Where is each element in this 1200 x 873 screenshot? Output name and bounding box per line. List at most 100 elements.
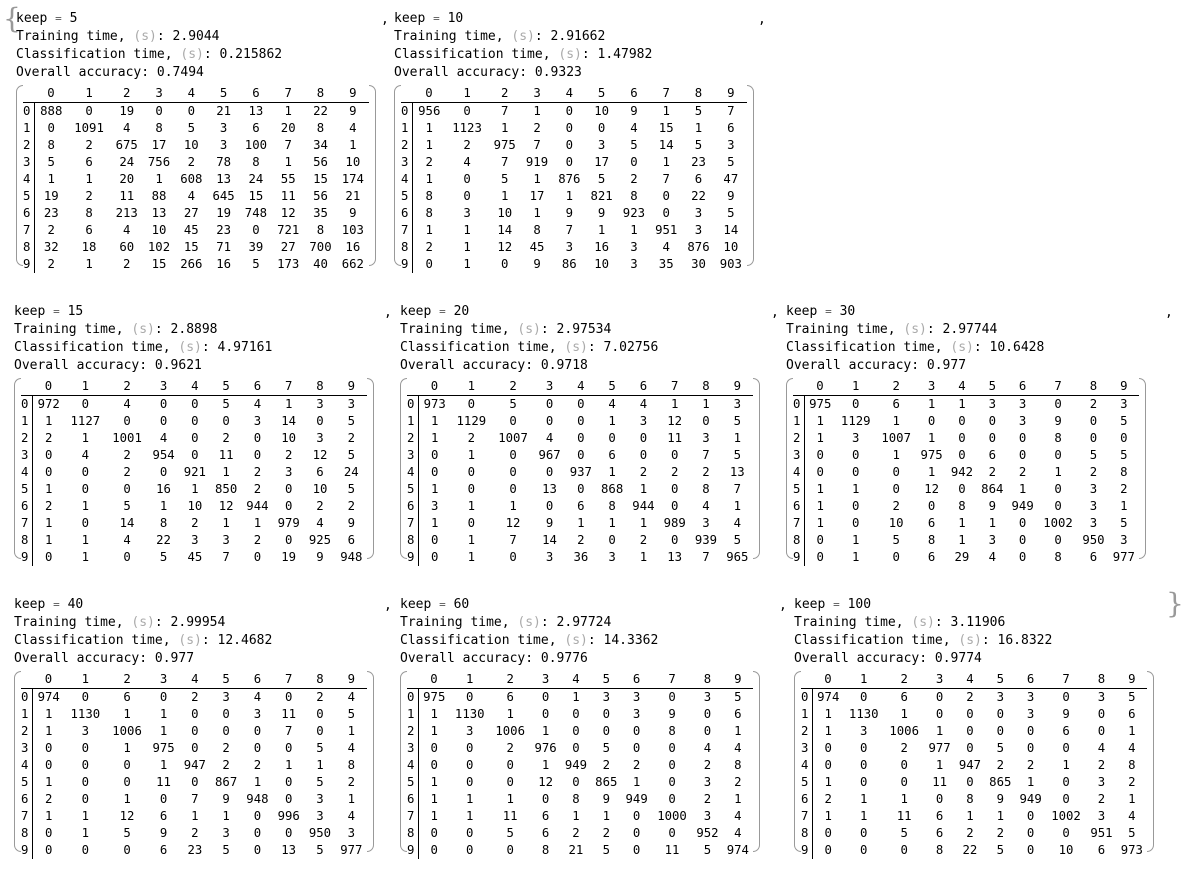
row-label: 7 xyxy=(407,515,419,532)
matrix-cell: 942 xyxy=(950,465,974,479)
matrix-cell: 35 xyxy=(313,206,328,220)
matrix-row: 3 0 0 1 975 0 2 0 0 5 4 xyxy=(21,740,367,757)
matrix-cell: 2 xyxy=(45,499,53,513)
matrix-cell: 11 xyxy=(119,189,135,203)
matrix-cell: 0 xyxy=(467,482,476,496)
matrix-cell: 0 xyxy=(632,826,641,840)
matrix-cell: 821 xyxy=(590,189,613,203)
column-header: 9 xyxy=(1116,671,1147,689)
matrix-cell: 1 xyxy=(159,707,168,721)
matrix-cell: 1 xyxy=(466,792,474,806)
matrix-cell: 0 xyxy=(430,826,438,840)
keep-line: keep = 100 xyxy=(794,596,1166,614)
matrix-cell: 2 xyxy=(253,482,262,496)
matrix-cell: 9 xyxy=(533,257,541,271)
matrix-cell: 2 xyxy=(347,431,355,445)
matrix-cell: 0 xyxy=(81,843,90,857)
matrix-cell: 2 xyxy=(533,121,541,135)
matrix-cell: 4 xyxy=(347,741,355,755)
matrix-cell: 865 xyxy=(595,775,618,789)
training-time-line: Training time, (s): 2.97724 xyxy=(400,614,772,632)
matrix-row: 3 5 6 24 756 2 78 8 1 56 10 xyxy=(23,154,369,171)
matrix-cell: 0 xyxy=(602,707,610,721)
column-header: 0 xyxy=(32,671,65,689)
row-label: 7 xyxy=(23,222,35,239)
matrix-cell: 0 xyxy=(824,843,832,857)
matrix-cell: 2 xyxy=(996,758,1004,772)
row-label: 0 xyxy=(793,395,805,413)
matrix-cell: 919 xyxy=(525,155,549,169)
training-time-value: 2.91662 xyxy=(550,29,606,44)
matrix-cell: 1 xyxy=(85,257,93,271)
matrix-cell: 0 xyxy=(632,843,641,857)
column-header: 2 xyxy=(489,671,531,689)
matrix-cell: 3 xyxy=(466,724,474,738)
matrix-cell: 1 xyxy=(935,758,944,772)
matrix-cell: 0 xyxy=(45,843,53,857)
matrix-cell: 10 xyxy=(1058,843,1074,857)
matrix-cell: 1 xyxy=(425,172,433,186)
matrix-row: 1 1 1127 0 0 0 0 3 14 0 5 xyxy=(21,413,367,430)
matrix-cell: 4 xyxy=(630,121,638,135)
matrix-cell: 0 xyxy=(191,741,199,755)
matrix-cell: 3 xyxy=(702,431,710,445)
matrix-cell: 0 xyxy=(632,724,641,738)
matrix-cell: 0 xyxy=(191,397,199,411)
matrix-cell: 5 xyxy=(694,138,703,152)
matrix-row: 8 32 18 60 102 15 71 39 27 700 16 xyxy=(23,239,369,256)
keep-line: keep = 60 xyxy=(400,596,772,614)
matrix-cell: 9 xyxy=(222,792,230,806)
result-panel: keep = 40 Training time, (s): 2.99954 Clas… xyxy=(14,596,386,859)
matrix-cell: 2 xyxy=(45,792,53,806)
matrix-cell: 88 xyxy=(151,189,167,203)
matrix-cell: 1 xyxy=(45,707,53,721)
matrix-cell: 0 xyxy=(222,414,230,428)
matrix-cell: 2 xyxy=(577,533,585,547)
matrix-cell: 5 xyxy=(1120,414,1128,428)
matrix-cell: 9 xyxy=(1054,414,1062,428)
matrix-cell: 1 xyxy=(816,482,824,496)
separator-comma: , xyxy=(758,12,766,27)
matrix-cell: 1 xyxy=(347,792,355,806)
column-header: 2 xyxy=(110,85,143,103)
separator-comma: , xyxy=(384,598,392,613)
matrix-cell: 3 xyxy=(1097,690,1106,704)
matrix-row: 0 972 0 4 0 0 5 4 1 3 3 xyxy=(21,395,367,413)
matrix-cell: 7 xyxy=(501,104,509,118)
matrix-cell: 5 xyxy=(733,414,741,428)
matrix-cell: 1 xyxy=(694,121,703,135)
accuracy-line: Overall accuracy: 0.977 xyxy=(14,650,386,668)
matrix-cell: 0 xyxy=(467,465,476,479)
matrix-cell: 2 xyxy=(123,257,131,271)
matrix-cell: 11 xyxy=(502,809,518,823)
matrix-cell: 16 xyxy=(156,482,171,496)
matrix-cell: 0 xyxy=(608,533,616,547)
matrix-cell: 0 xyxy=(123,550,131,564)
row-label: 8 xyxy=(21,825,33,842)
matrix-cell: 0 xyxy=(431,550,439,564)
row-label: 1 xyxy=(793,413,805,430)
matrix-cell: 2 xyxy=(467,431,476,445)
row-label: 0 xyxy=(801,688,813,706)
training-time-value: 3.11906 xyxy=(950,615,1006,630)
matrix-cell: 5 xyxy=(734,690,742,704)
matrix-cell: 0 xyxy=(1062,775,1070,789)
unit-label: (s) xyxy=(564,633,588,648)
training-time-line: Training time, (s): 2.91662 xyxy=(394,28,766,46)
matrix-cell: 937 xyxy=(569,465,592,479)
result-panel: keep = 100 Training time, (s): 3.11906 Cla… xyxy=(794,596,1166,859)
matrix-cell: 1 xyxy=(824,724,832,738)
training-time-label: Training time, xyxy=(14,615,124,630)
matrix-cell: 0 xyxy=(191,775,199,789)
confusion-table: 0 1 2 3 4 5 6 7 8 9 0 956 0 7 1 0 10 9 1 5 7 1 1 1123 1 2 0 0 4 15 1 6 2… xyxy=(401,85,747,273)
column-header: 6 xyxy=(1007,378,1038,396)
matrix-cell: 19 xyxy=(281,550,297,564)
matrix-row: 5 1 0 0 12 0 865 1 0 3 2 xyxy=(407,774,753,791)
matrix-cell: 3 xyxy=(347,397,355,411)
matrix-cell: 6 xyxy=(577,499,585,513)
matrix-cell: 1 xyxy=(1018,482,1027,496)
matrix-cell: 4 xyxy=(463,155,471,169)
training-time-label: Training time, xyxy=(786,322,896,337)
